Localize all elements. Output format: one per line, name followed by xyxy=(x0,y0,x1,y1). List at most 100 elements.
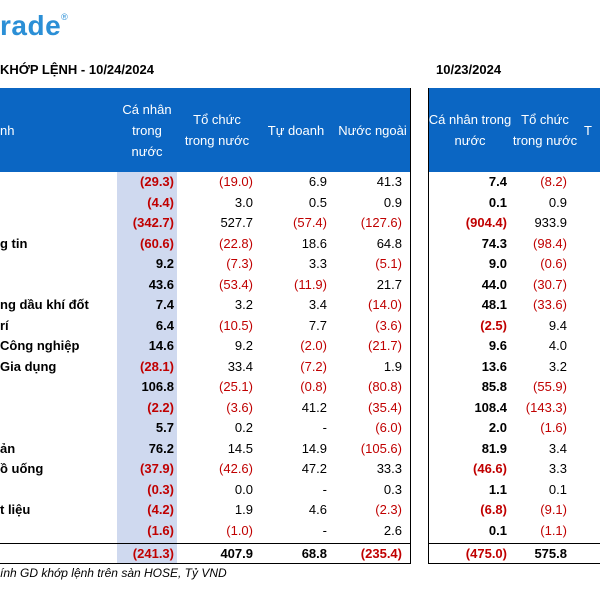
cell-value: (2.0) xyxy=(300,338,327,353)
cell-value: 4.6 xyxy=(308,502,327,517)
cell-value: 2.6 xyxy=(383,522,402,538)
cell-value: (4.4) xyxy=(147,194,174,210)
row-label: g tin xyxy=(0,235,28,251)
cell-value-prev: (46.6) xyxy=(473,461,507,476)
header-institution: Tổ chức trong nước xyxy=(184,112,250,148)
cell-value: (4.2) xyxy=(147,502,174,517)
cell-value: (80.8) xyxy=(368,379,402,394)
cell-value: (25.1) xyxy=(219,379,253,394)
right-table-border xyxy=(428,88,429,564)
cell-value: (342.7) xyxy=(132,215,174,230)
cell-value-prev: 9.6 xyxy=(488,338,507,353)
cell-value: - xyxy=(322,481,327,497)
cell-value: 0.3 xyxy=(383,481,402,497)
header-proprietary-prev: T xyxy=(584,122,592,138)
cell-value-prev: 48.1 xyxy=(481,297,507,312)
cell-value: (241.3) xyxy=(132,546,174,561)
cell-value-prev: (0.6) xyxy=(540,256,567,271)
cell-value-prev: 74.3 xyxy=(481,235,507,251)
header-institution-prev: Tổ chức trong nước xyxy=(512,112,578,148)
table-row: t liệu (4.2) 1.9 4.6 (2.3) (6.8) (9.1) xyxy=(0,500,600,520)
table-row: 5.7 0.2 - (6.0) 2.0 (1.6) xyxy=(0,418,600,438)
cell-value: (7.2) xyxy=(300,358,327,374)
header-foreign: Nước ngoài xyxy=(338,122,407,138)
cell-value: 3.2 xyxy=(234,297,253,312)
cell-value-prev: (6.8) xyxy=(480,502,507,517)
table-row: (0.3) 0.0 - 0.3 1.1 0.1 xyxy=(0,480,600,500)
cell-value-prev: 933.9 xyxy=(534,215,567,230)
cell-value: 407.9 xyxy=(220,546,253,561)
table-row: g tin (60.6) (22.8) 18.6 64.8 74.3 (98.4) xyxy=(0,234,600,254)
brand-logo: rade® xyxy=(0,10,69,41)
cell-value: 33.3 xyxy=(376,461,402,476)
table-row: rí 6.4 (10.5) 7.7 (3.6) (2.5) 9.4 xyxy=(0,316,600,336)
cell-value: (105.6) xyxy=(360,440,402,456)
table-row: (342.7) 527.7 (57.4) (127.6) (904.4) 933.9 xyxy=(0,213,600,233)
cell-value: (5.1) xyxy=(375,256,402,271)
cell-value: (127.6) xyxy=(360,215,402,230)
cell-value: (3.6) xyxy=(226,399,253,415)
cell-value-prev: 0.9 xyxy=(548,194,567,210)
cell-value: 3.3 xyxy=(308,256,327,271)
cell-value: 41.2 xyxy=(301,399,327,415)
cell-value: (10.5) xyxy=(219,317,253,333)
right-table-header: Cá nhân trong nước Tổ chức trong nước T xyxy=(428,88,600,172)
table-row: Công nghiệp 14.6 9.2 (2.0) (21.7) 9.6 4.0 xyxy=(0,336,600,356)
table-row: 106.8 (25.1) (0.8) (80.8) 85.8 (55.9) xyxy=(0,377,600,397)
row-label: Công nghiệp xyxy=(0,338,80,353)
cell-value-prev: 2.0 xyxy=(488,420,507,435)
cell-value: 6.4 xyxy=(155,317,174,333)
cell-value: 3.4 xyxy=(308,297,327,312)
cell-value-prev: (2.5) xyxy=(480,317,507,333)
cell-value: 76.2 xyxy=(148,440,174,456)
cell-value: 0.9 xyxy=(383,194,402,210)
right-table-title: 10/23/2024 xyxy=(436,62,502,77)
cell-value: - xyxy=(322,420,327,435)
cell-value: 18.6 xyxy=(301,235,327,251)
bottom-border-left xyxy=(0,563,410,564)
cell-value: 0.0 xyxy=(234,481,253,497)
cell-value: 7.4 xyxy=(155,297,174,312)
cell-value-prev: 85.8 xyxy=(481,379,507,394)
cell-value: 106.8 xyxy=(141,379,174,394)
cell-value: 7.7 xyxy=(308,317,327,333)
left-table-border xyxy=(410,88,411,564)
total-separator-right xyxy=(428,543,600,544)
cell-value-prev: (30.7) xyxy=(533,276,567,292)
cell-value-prev: 7.4 xyxy=(488,174,507,189)
cell-value-prev: 44.0 xyxy=(481,276,507,292)
cell-value-prev: 1.1 xyxy=(488,481,507,497)
cell-value: (1.0) xyxy=(226,522,253,538)
cell-value-prev: 9.0 xyxy=(488,256,507,271)
cell-value-prev: 81.9 xyxy=(481,440,507,456)
cell-value-prev: (1.6) xyxy=(540,420,567,435)
header-individual: Cá nhân trong nước xyxy=(122,101,172,159)
cell-value-prev: (33.6) xyxy=(533,297,567,312)
cell-value-prev: 0.1 xyxy=(488,194,507,210)
cell-value: (1.6) xyxy=(147,522,174,538)
row-label: ồ uống xyxy=(0,461,44,476)
table-row: ản 76.2 14.5 14.9 (105.6) 81.9 3.4 xyxy=(0,439,600,459)
cell-value-prev: (143.3) xyxy=(525,399,567,415)
table-row: ồ uống (37.9) (42.6) 47.2 33.3 (46.6) 3.3 xyxy=(0,459,600,479)
cell-value-prev: 13.6 xyxy=(481,358,507,374)
cell-value: (0.8) xyxy=(300,379,327,394)
cell-value-prev: (98.4) xyxy=(533,235,567,251)
cell-value: (28.1) xyxy=(140,358,174,374)
cell-value-prev: 9.4 xyxy=(548,317,567,333)
cell-value: 0.2 xyxy=(234,420,253,435)
cell-value: (22.8) xyxy=(219,235,253,251)
cell-value-prev: (1.1) xyxy=(540,522,567,538)
cell-value: 14.6 xyxy=(148,338,174,353)
cell-value: 9.2 xyxy=(155,256,174,271)
table-row: 43.6 (53.4) (11.9) 21.7 44.0 (30.7) xyxy=(0,275,600,295)
cell-value: 6.9 xyxy=(308,174,327,189)
table-row: 9.2 (7.3) 3.3 (5.1) 9.0 (0.6) xyxy=(0,254,600,274)
cell-value-prev: (9.1) xyxy=(540,502,567,517)
cell-value-prev: 4.0 xyxy=(548,338,567,353)
cell-value-prev: (475.0) xyxy=(465,546,507,561)
left-table-title: KHỚP LỆNH - 10/24/2024 xyxy=(0,62,154,77)
cell-value: 64.8 xyxy=(376,235,402,251)
cell-value: 527.7 xyxy=(220,215,253,230)
cell-value-prev: 3.3 xyxy=(548,461,567,476)
